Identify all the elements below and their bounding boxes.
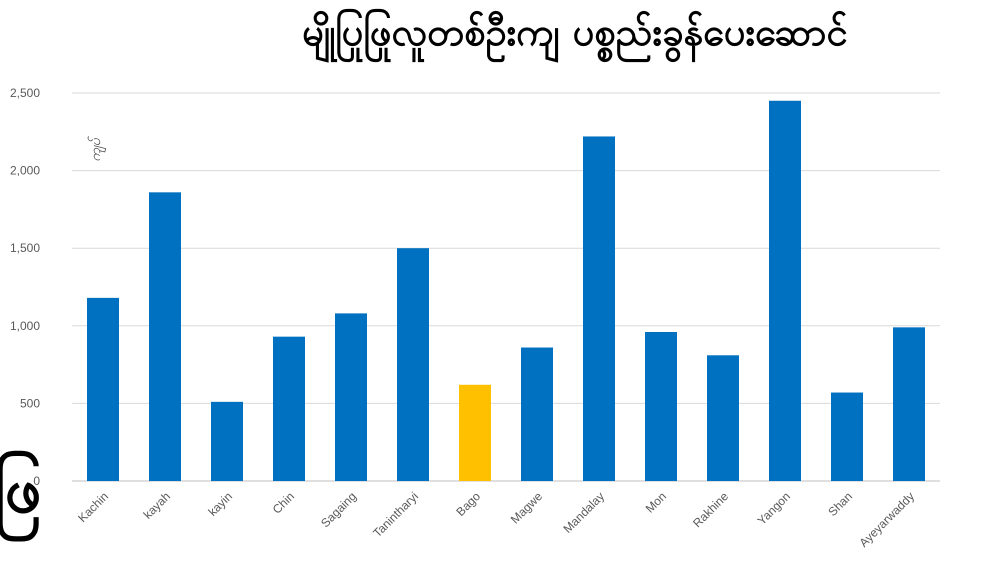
bar-mandalay — [583, 136, 615, 481]
x-tick-label: Mandalay — [560, 489, 607, 536]
y-tick-label: 1,000 — [10, 319, 40, 333]
bar-mon — [645, 332, 677, 481]
bar-kachin — [87, 297, 119, 481]
bar-ayeyarwaddy — [893, 327, 925, 481]
y-tick-label: 500 — [20, 396, 40, 410]
y-axis-label: ကျပ် — [87, 136, 107, 162]
x-tick-label: Sagaing — [318, 489, 359, 530]
chart-title: မျိုပြုဖြုလူတစ်ဦးကျ ပစ္စည်းခွန်ပေးဆောင် — [302, 10, 848, 54]
bar-kayah — [149, 192, 181, 481]
x-tick-label: Shan — [825, 489, 855, 519]
bar-sagaing — [335, 313, 367, 481]
x-tick-label: Ayeyarwaddy — [856, 489, 917, 550]
x-tick-label: kayah — [141, 489, 174, 522]
y-tick-label: 1,500 — [10, 241, 40, 255]
bar-rakhine — [707, 355, 739, 481]
x-tick-label: Tanintharyi — [370, 489, 421, 540]
gridlines — [72, 92, 940, 482]
bar-kayin — [211, 401, 243, 481]
bar-bago — [459, 384, 491, 481]
y-axis-ticks: 0 500 1,000 1,500 2,000 2,500 — [10, 86, 40, 488]
x-axis-labels: Kachin kayah kayin Chin Sagaing Tanintharyi Ba… — [75, 489, 917, 550]
bar-shan — [831, 392, 863, 481]
x-tick-label: Bago — [453, 489, 483, 519]
x-tick-label: Mon — [643, 489, 669, 515]
y-tick-label: 2,500 — [10, 86, 40, 100]
x-tick-label: Chin — [270, 489, 297, 516]
x-tick-label: Rakhine — [690, 489, 731, 530]
y-tick-label: 0 — [33, 474, 40, 488]
bar-yangon — [769, 100, 801, 481]
x-tick-label: Kachin — [75, 489, 111, 525]
bar-series — [87, 100, 925, 481]
side-glyph-text: ဖြ — [0, 454, 42, 528]
x-tick-label: kayin — [205, 489, 235, 519]
bar-tanintharyi — [397, 248, 429, 481]
bar-magwe — [521, 347, 553, 481]
bar-chin — [273, 336, 305, 481]
x-tick-label: Yangon — [755, 489, 794, 528]
x-tick-label: Magwe — [508, 489, 545, 526]
y-tick-label: 2,000 — [10, 164, 40, 178]
